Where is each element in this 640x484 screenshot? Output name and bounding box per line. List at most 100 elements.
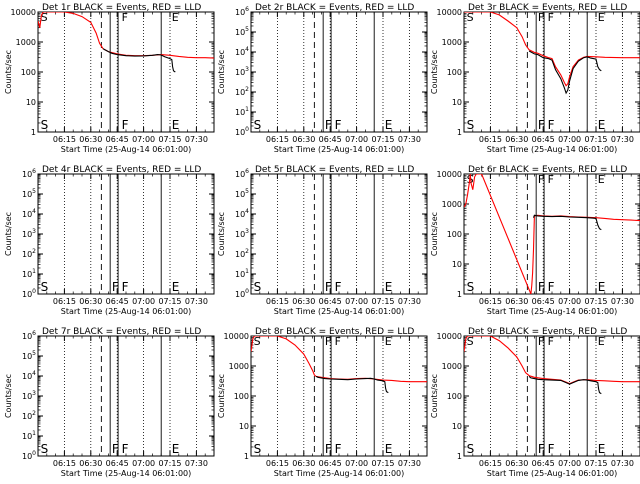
x-axis-label: Start Time (25-Aug-14 06:01:00) <box>274 307 405 316</box>
y-tick-label: 104 <box>235 208 249 219</box>
y-tick-label: 101 <box>235 268 249 279</box>
event-marker-s: S <box>254 280 262 294</box>
y-tick-label: 104 <box>22 370 36 381</box>
y-tick-label: 10 <box>452 422 462 431</box>
x-tick-label: 07:15 <box>158 297 181 306</box>
x-tick-label: 06:30 <box>292 459 315 468</box>
x-tick-label: 06:15 <box>266 459 289 468</box>
vertical-reference-lines <box>489 336 623 456</box>
event-marker-f: F <box>122 118 129 132</box>
y-tick-label: 10000 <box>437 332 462 341</box>
panel-title: Det 8r BLACK = Events, RED = LLD <box>255 327 414 337</box>
event-marker-f: F <box>335 118 342 132</box>
event-marker-s: S <box>254 118 262 132</box>
series-group <box>251 336 427 394</box>
x-tick-label: 06:15 <box>53 459 76 468</box>
x-tick-label: 06:15 <box>53 297 76 306</box>
event-marker-top-f: F <box>122 11 128 24</box>
series-line-events <box>532 214 602 231</box>
y-axis-label: Counts/sec <box>217 212 226 256</box>
x-tick-label: 06:15 <box>266 297 289 306</box>
x-tick-label: 07:15 <box>371 297 394 306</box>
x-tick-label: 06:30 <box>79 297 102 306</box>
y-tick-label: 106 <box>22 168 36 179</box>
y-tick-label: 106 <box>235 6 249 17</box>
x-tick-label: 06:15 <box>479 135 502 144</box>
series-group <box>464 12 640 95</box>
x-tick-label: 06:15 <box>266 135 289 144</box>
y-tick-label: 105 <box>22 350 36 361</box>
event-marker-top-f: F <box>548 11 554 24</box>
vertical-reference-lines <box>276 336 410 456</box>
y-tick-label: 10000 <box>11 8 36 17</box>
x-tick-label: 07:30 <box>185 297 208 306</box>
y-tick-label: 105 <box>235 26 249 37</box>
y-tick-label: 101 <box>22 268 36 279</box>
series-line-lld <box>464 336 640 385</box>
x-tick-label: 07:30 <box>398 459 421 468</box>
y-tick-label: 10000 <box>437 170 462 179</box>
event-marker-f: F <box>548 442 555 456</box>
series-line-events <box>528 50 602 95</box>
event-marker-top-e: E <box>598 173 605 186</box>
x-tick-label: 07:00 <box>558 297 581 306</box>
vertical-reference-lines <box>276 12 410 132</box>
y-tick-label: 10000 <box>437 8 462 17</box>
event-marker-top-e: E <box>385 335 392 348</box>
x-tick-label: 07:30 <box>185 459 208 468</box>
y-tick-label: 102 <box>22 410 36 421</box>
x-tick-label: 06:30 <box>292 297 315 306</box>
detector-panel-5: Det 5r BLACK = Events, RED = LLD 100 101 10… <box>217 165 428 316</box>
series-line-events <box>528 375 602 395</box>
y-axis-label: Counts/sec <box>4 212 13 256</box>
event-marker-f: F <box>538 118 545 132</box>
x-tick-label: 07:00 <box>345 135 368 144</box>
y-axis-label: Counts/sec <box>217 50 226 94</box>
event-marker-f: F <box>122 442 129 456</box>
series-line-events <box>315 375 389 394</box>
x-tick-label: 07:15 <box>584 459 607 468</box>
panel-title: Det 7r BLACK = Events, RED = LLD <box>42 327 201 337</box>
x-tick-label: 07:30 <box>398 297 421 306</box>
event-marker-f: F <box>335 442 342 456</box>
x-tick-label: 06:45 <box>532 297 555 306</box>
series-line-lld <box>464 174 640 294</box>
x-tick-label: 07:15 <box>158 135 181 144</box>
detector-panel-6: Det 6r BLACK = Events, RED = LLD 1 10 100 10… <box>430 165 640 316</box>
detector-panel-2: Det 2r BLACK = Events, RED = LLD 100 101 10… <box>217 3 428 154</box>
event-marker-s: S <box>467 442 475 456</box>
event-marker-top-f: F <box>335 335 341 348</box>
panel-title: Det 9r BLACK = Events, RED = LLD <box>468 327 627 337</box>
vertical-reference-lines <box>489 12 623 132</box>
x-tick-label: 07:15 <box>371 459 394 468</box>
x-tick-label: 07:30 <box>611 135 634 144</box>
y-tick-label: 100 <box>235 288 249 299</box>
detector-panel-1: Det 1r BLACK = Events, RED = LLD 1 10 100 10… <box>4 3 215 154</box>
event-marker-f: F <box>335 280 342 294</box>
panel-title: Det 3r BLACK = Events, RED = LLD <box>468 3 627 13</box>
series-line-lld <box>251 336 427 383</box>
y-tick-label: 100 <box>22 450 36 461</box>
x-tick-label: 06:45 <box>106 135 129 144</box>
event-marker-e: E <box>385 280 393 294</box>
series-group <box>464 174 640 294</box>
y-tick-label: 100 <box>447 392 462 401</box>
event-marker-s: S <box>41 442 49 456</box>
x-tick-label: 06:30 <box>505 459 528 468</box>
event-marker-e: E <box>172 280 180 294</box>
event-marker-top-f: F <box>538 173 544 186</box>
y-axis-label: Counts/sec <box>4 50 13 94</box>
x-tick-label: 06:45 <box>532 135 555 144</box>
y-tick-label: 1000 <box>442 362 462 371</box>
vertical-reference-lines <box>64 174 197 294</box>
y-axis-label: Counts/sec <box>430 50 439 94</box>
y-tick-label: 1 <box>244 452 249 461</box>
vertical-reference-lines <box>64 12 197 132</box>
x-axis-label: Start Time (25-Aug-14 06:01:00) <box>61 469 192 478</box>
series-group <box>464 336 640 395</box>
event-marker-e: E <box>172 442 180 456</box>
y-tick-label: 10000 <box>224 332 249 341</box>
detector-panel-8: Det 8r BLACK = Events, RED = LLD 1 10 100 10… <box>217 327 428 478</box>
event-marker-top-s: S <box>467 11 474 24</box>
